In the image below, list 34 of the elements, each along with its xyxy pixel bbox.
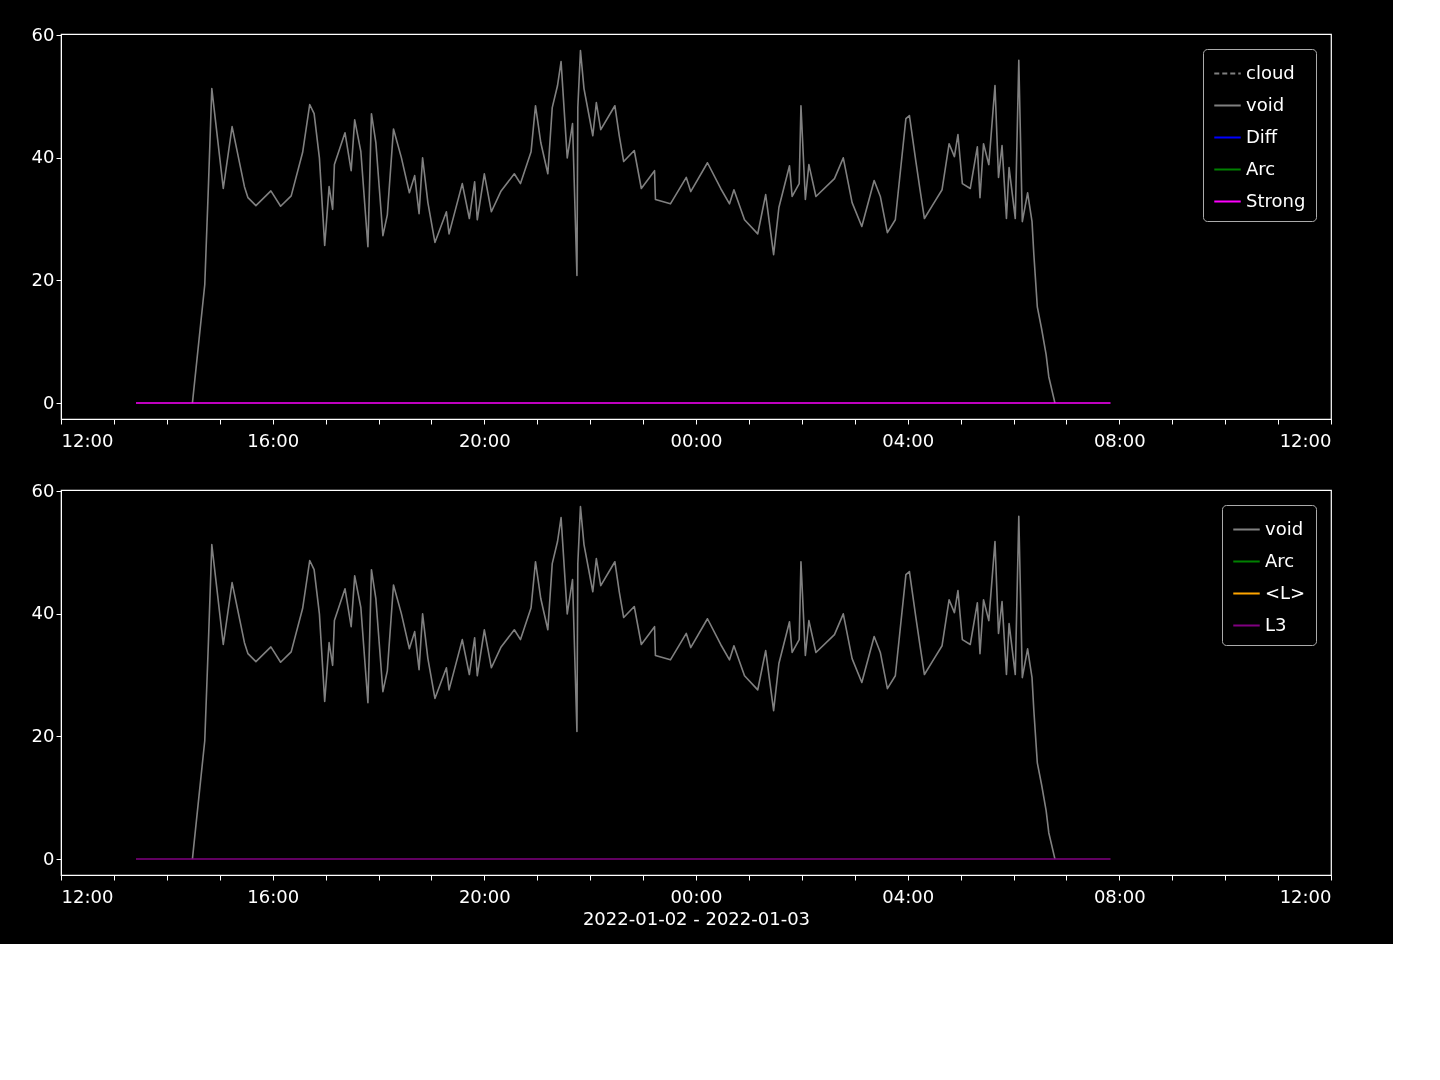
y-tick-label: 0 [43,847,55,869]
legend-label: L3 [1265,613,1287,635]
legend-label: Arc [1265,549,1295,571]
legend-label: <L> [1265,581,1306,603]
x-axis-title: 2022-01-02 - 2022-01-03 [582,907,811,929]
legend-label: Diff [1246,125,1278,147]
x-tick-label: 00:00 [670,429,723,451]
x-tick-label: 12:00 [61,429,114,451]
legend-label: void [1246,93,1285,115]
y-tick-label: 40 [31,602,55,624]
y-tick-label: 0 [43,391,55,413]
x-tick-label: 16:00 [247,885,300,907]
line-series [191,49,1056,404]
x-tick-label: 08:00 [1093,429,1146,451]
legend-label: Strong [1246,189,1306,211]
x-tick-label: 08:00 [1093,885,1146,907]
legend-label: cloud [1246,61,1295,83]
x-tick-label: 12:00 [1279,885,1332,907]
x-tick-label: 04:00 [882,429,935,451]
y-tick-label: 60 [31,479,55,501]
x-tick-label: 12:00 [61,885,114,907]
x-tick-label: 16:00 [247,429,300,451]
y-tick-label: 20 [31,268,55,290]
y-tick-label: 60 [31,23,55,45]
line-series [191,505,1056,860]
y-tick-label: 40 [31,146,55,168]
x-tick-label: 20:00 [458,429,511,451]
legend-label: Arc [1246,157,1276,179]
x-tick-label: 00:00 [670,885,723,907]
x-tick-label: 12:00 [1279,429,1332,451]
y-tick-label: 20 [31,724,55,746]
legend-label: void [1265,517,1304,539]
x-tick-label: 20:00 [458,885,511,907]
x-tick-label: 04:00 [882,885,935,907]
